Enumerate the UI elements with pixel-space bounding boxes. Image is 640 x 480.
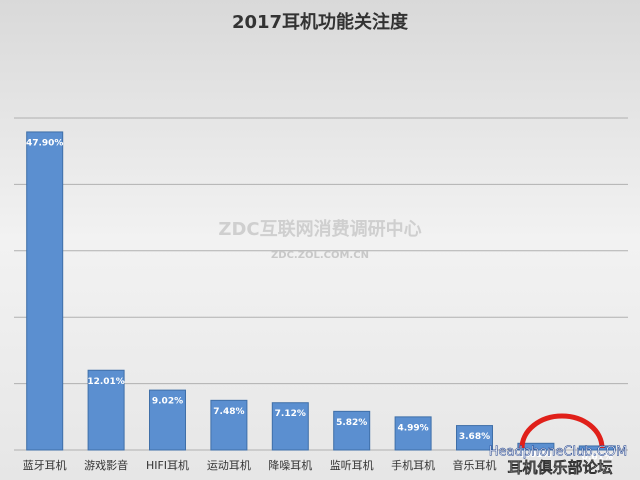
data-label: 5.82% (336, 418, 367, 428)
bar (578, 445, 616, 451)
watermark: HeadphoneClub.COM (489, 445, 628, 460)
bar (394, 416, 432, 451)
bar (517, 442, 555, 451)
x-tick-label: 监听耳机 (330, 458, 374, 472)
x-tick-label: 游戏影音 (84, 458, 128, 472)
watermark: ZDC互联网消费调研中心 (218, 218, 421, 240)
data-label: 12.01% (87, 377, 125, 387)
x-tick-label: 音乐耳机 (453, 458, 497, 472)
bar (333, 410, 371, 451)
chart-title: 2017耳机功能关注度 (232, 11, 409, 33)
data-label: 47.90% (26, 138, 64, 148)
bar (149, 389, 186, 451)
data-label: 7.12% (275, 409, 306, 419)
data-label: 0.61% (582, 452, 613, 462)
bar (456, 425, 493, 451)
x-tick-label: 运动耳机 (207, 458, 251, 472)
x-tick-label: 蓝牙耳机 (23, 458, 67, 472)
data-label: 4.99% (397, 423, 428, 433)
data-label: 7.48% (213, 407, 244, 417)
bar (271, 402, 309, 451)
watermark: ZDC.ZOL.COM.CN (271, 250, 369, 261)
watermark-logo (519, 413, 605, 449)
bar (210, 399, 248, 451)
watermark: 耳机俱乐部论坛 (507, 459, 612, 477)
bar (26, 131, 64, 451)
x-tick-label: HIFI耳机 (146, 458, 189, 472)
data-label: 3.68% (459, 432, 490, 442)
bar (87, 369, 125, 451)
data-label: 1.01% (520, 450, 551, 460)
data-label: 9.02% (152, 397, 183, 407)
x-tick-label: 降噪耳机 (268, 458, 312, 472)
x-tick-label: 手机耳机 (391, 458, 435, 472)
